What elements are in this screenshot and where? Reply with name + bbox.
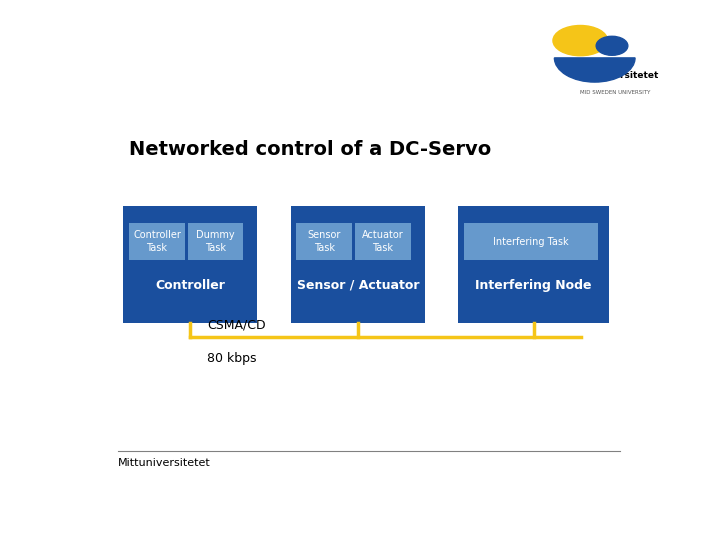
FancyBboxPatch shape [188, 223, 243, 260]
Text: Interfering Node: Interfering Node [475, 279, 592, 292]
Text: CSMA/CD: CSMA/CD [207, 319, 266, 332]
FancyBboxPatch shape [297, 223, 352, 260]
FancyBboxPatch shape [124, 206, 258, 322]
Text: Controller
Task: Controller Task [133, 231, 181, 253]
FancyBboxPatch shape [459, 206, 609, 322]
FancyBboxPatch shape [464, 223, 598, 260]
Text: Mittuniversitetet: Mittuniversitetet [118, 458, 211, 468]
Wedge shape [554, 58, 635, 82]
FancyBboxPatch shape [291, 206, 425, 322]
Text: Sensor / Actuator: Sensor / Actuator [297, 279, 419, 292]
Text: MID SWEDEN UNIVERSITY: MID SWEDEN UNIVERSITY [580, 90, 650, 95]
Ellipse shape [553, 25, 608, 56]
Text: Interfering Task: Interfering Task [493, 237, 569, 247]
FancyBboxPatch shape [355, 223, 411, 260]
Text: Networked control of a DC-Servo: Networked control of a DC-Servo [129, 140, 491, 159]
Text: 80 kbps: 80 kbps [207, 352, 257, 365]
Text: Dummy
Task: Dummy Task [197, 231, 235, 253]
Text: Actuator
Task: Actuator Task [362, 231, 404, 253]
Ellipse shape [596, 36, 628, 55]
Text: Controller: Controller [156, 279, 225, 292]
FancyBboxPatch shape [129, 223, 185, 260]
Text: Mittuniversitetet: Mittuniversitetet [571, 71, 659, 80]
Text: Sensor
Task: Sensor Task [307, 231, 341, 253]
